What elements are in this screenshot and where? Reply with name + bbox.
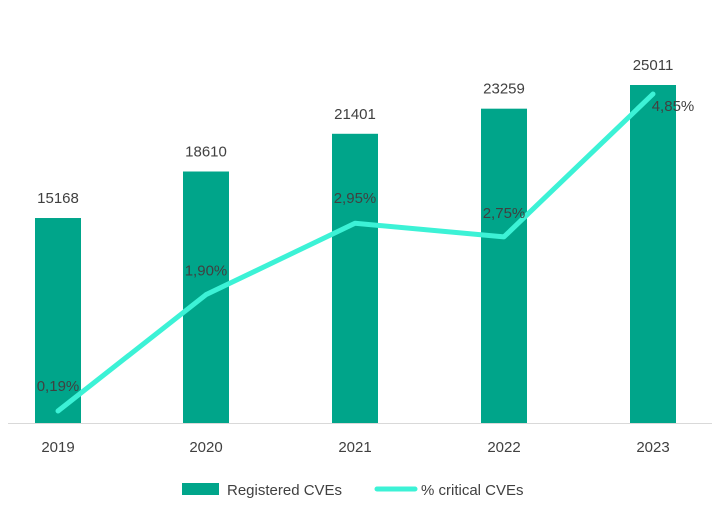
- line-value-label-2020: 1,90%: [185, 263, 228, 280]
- bar-2021: [332, 133, 378, 423]
- line-value-label-2023: 4,85%: [652, 98, 695, 115]
- bar-value-label-2019: 15168: [37, 190, 79, 207]
- x-tick-label-2022: 2022: [487, 439, 520, 456]
- line-layer: [55, 91, 656, 414]
- line-value-label-2019: 0,19%: [37, 378, 80, 395]
- legend-registered-cves-label: Registered CVEs: [227, 482, 342, 499]
- bar-value-label-2023: 25011: [633, 57, 674, 74]
- bar-2019: [35, 218, 81, 423]
- bar-value-label-2020: 18610: [185, 144, 227, 161]
- line-value-label-2021: 2,95%: [334, 190, 377, 207]
- legend-registered-cves-swatch: [182, 483, 219, 495]
- bar-value-label-2022: 23259: [483, 81, 525, 98]
- bar-2023: [630, 85, 676, 423]
- x-tick-label-2021: 2021: [338, 439, 371, 456]
- legend-critical-cves-label: % critical CVEs: [421, 482, 524, 499]
- bars-layer: [35, 85, 676, 423]
- bar-2022: [481, 108, 527, 423]
- bar-value-label-2021: 21401: [334, 106, 376, 123]
- line-value-label-2022: 2,75%: [483, 205, 526, 222]
- x-tick-label-2020: 2020: [189, 439, 222, 456]
- labels-layer: 15168 18610 21401 23259 25011 0,19% 1,90% 2,95%…: [37, 57, 695, 395]
- legend: Registered CVEs % critical CVEs: [182, 482, 524, 499]
- x-tick-label-2023: 2023: [636, 439, 669, 456]
- x-axis: 2019 2020 2021 2022 2023: [8, 423, 712, 456]
- x-tick-label-2019: 2019: [41, 439, 74, 456]
